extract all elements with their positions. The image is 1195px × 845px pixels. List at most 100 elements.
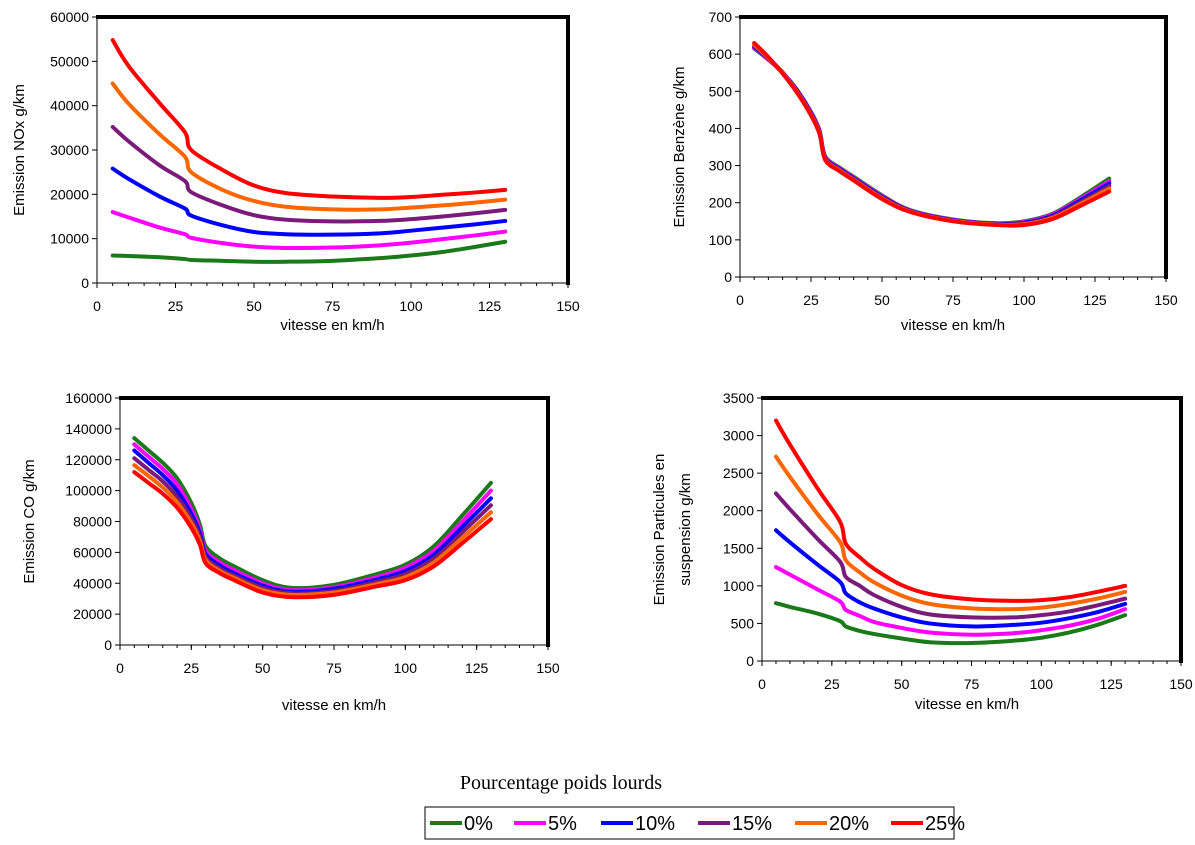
series-line-20pct	[110, 81, 508, 212]
x-tick-label: 125	[465, 660, 489, 676]
y-tick-label: 100000	[65, 483, 112, 499]
x-tick-label: 125	[1099, 676, 1123, 692]
series-line-5pct	[773, 565, 1128, 637]
y-tick-label: 2000	[723, 503, 754, 519]
series-line-25pct	[110, 38, 508, 200]
x-tick-label: 75	[945, 292, 961, 308]
legend-items: 0% 5% 10% 15% 20% 25%	[430, 813, 965, 835]
chart-1: 0 10000 20000 30000 40000 50000 60000 0 25 50 75 10…	[11, 9, 580, 334]
series-line-0pct	[773, 601, 1128, 646]
legend-label: 20%	[829, 813, 869, 835]
y-tick-label: 50000	[50, 53, 89, 69]
y-tick-label: 0	[104, 637, 112, 653]
series-line-15pct	[773, 491, 1128, 620]
x-tick-label: 150	[556, 298, 580, 314]
legend-item-20pct: 20%	[795, 813, 869, 835]
legend: 0% 5% 10% 15% 20% 25%	[424, 806, 965, 840]
x-tick-label: 0	[116, 660, 124, 676]
y-tick-label: 600	[709, 46, 733, 62]
y-tick-label: 30000	[50, 142, 89, 158]
x-tick-label: 125	[478, 298, 502, 314]
x-tick-label: 0	[93, 298, 101, 314]
legend-item-5pct: 5%	[514, 813, 577, 835]
series-line-10pct	[110, 166, 508, 237]
y-tick-label: 160000	[65, 390, 112, 406]
y-tick-label: 1500	[723, 540, 754, 556]
series-line-20pct	[773, 454, 1128, 612]
series-line-10pct	[773, 528, 1128, 629]
series-line-0pct	[110, 239, 508, 264]
y-tick-label: 100	[709, 232, 733, 248]
legend-title: Pourcentage poids lourds	[460, 772, 662, 794]
x-tick-label: 100	[1012, 292, 1036, 308]
y-tick-label: 20000	[50, 186, 89, 202]
x-tick-label: 50	[894, 676, 910, 692]
y-axis-label: Emission CO g/km	[21, 459, 38, 583]
y-tick-label: 500	[709, 83, 733, 99]
x-tick-label: 75	[964, 676, 980, 692]
x-tick-label: 50	[874, 292, 890, 308]
x-tick-label: 25	[168, 298, 184, 314]
x-tick-label: 50	[255, 660, 271, 676]
y-tick-label: 3000	[723, 428, 754, 444]
legend-label: 0%	[464, 813, 493, 835]
y-tick-label: 140000	[65, 421, 112, 437]
y-axis-label: Emission Benzène g/km	[671, 67, 688, 228]
x-axis-label: vitesse en km/h	[280, 317, 384, 334]
x-tick-label: 100	[394, 660, 418, 676]
x-tick-label: 0	[736, 292, 744, 308]
legend-item-25pct: 25%	[891, 813, 965, 835]
legend-item-15pct: 15%	[698, 813, 772, 835]
x-tick-label: 100	[399, 298, 423, 314]
x-tick-label: 25	[184, 660, 200, 676]
y-tick-label: 80000	[73, 514, 112, 530]
series-line-15pct	[110, 124, 508, 224]
y-tick-label: 40000	[73, 575, 112, 591]
x-axis-label: vitesse en km/h	[282, 697, 386, 714]
series-line-25pct	[773, 418, 1128, 603]
y-axis-label: Emission Particules en	[651, 454, 668, 606]
series-line-10pct	[752, 44, 1112, 227]
y-tick-label: 300	[709, 158, 733, 174]
series-line-5pct	[110, 210, 508, 251]
legend-label: 10%	[635, 813, 675, 835]
legend-label: 15%	[732, 813, 772, 835]
x-tick-label: 25	[824, 676, 840, 692]
y-tick-label: 0	[724, 269, 732, 285]
x-tick-label: 150	[536, 660, 560, 676]
series-line-20pct	[132, 463, 493, 597]
y-tick-label: 3500	[723, 390, 754, 406]
series-line-25pct	[752, 41, 1112, 228]
series-line-15pct	[752, 43, 1112, 227]
y-tick-label: 40000	[50, 98, 89, 114]
series-line-10pct	[132, 448, 493, 594]
y-tick-label: 0	[81, 275, 89, 291]
legend-label: 25%	[925, 813, 965, 835]
y-tick-label: 0	[746, 653, 754, 669]
series-line-25pct	[132, 470, 493, 600]
legend-item-0pct: 0%	[430, 813, 493, 835]
y-axis-label: Emission NOx g/km	[11, 84, 28, 216]
x-tick-label: 150	[1169, 676, 1193, 692]
x-tick-label: 100	[1030, 676, 1054, 692]
x-tick-label: 25	[803, 292, 819, 308]
y-tick-label: 1000	[723, 578, 754, 594]
x-tick-label: 150	[1154, 292, 1178, 308]
x-tick-label: 50	[246, 298, 262, 314]
series-line-0pct	[752, 46, 1112, 226]
x-tick-label: 0	[758, 676, 766, 692]
y-axis-label-line-2: suspension g/km	[677, 473, 694, 586]
chart-4: 0 500 1000 1500 2000 2500 3000 3500 0 25 50 75 100 12…	[651, 390, 1193, 713]
x-axis-label: vitesse en km/h	[901, 317, 1005, 334]
y-tick-label: 500	[731, 615, 755, 631]
y-tick-label: 10000	[50, 231, 89, 247]
y-tick-label: 60000	[50, 9, 89, 25]
series-line-5pct	[132, 442, 493, 593]
y-tick-label: 120000	[65, 452, 112, 468]
y-tick-label: 700	[709, 9, 733, 25]
y-tick-label: 200	[709, 195, 733, 211]
chart-3: 0 20000 40000 60000 80000 100000 120000 140000 1…	[21, 390, 560, 714]
series-line-15pct	[132, 456, 493, 596]
legend-label: 5%	[548, 813, 577, 835]
